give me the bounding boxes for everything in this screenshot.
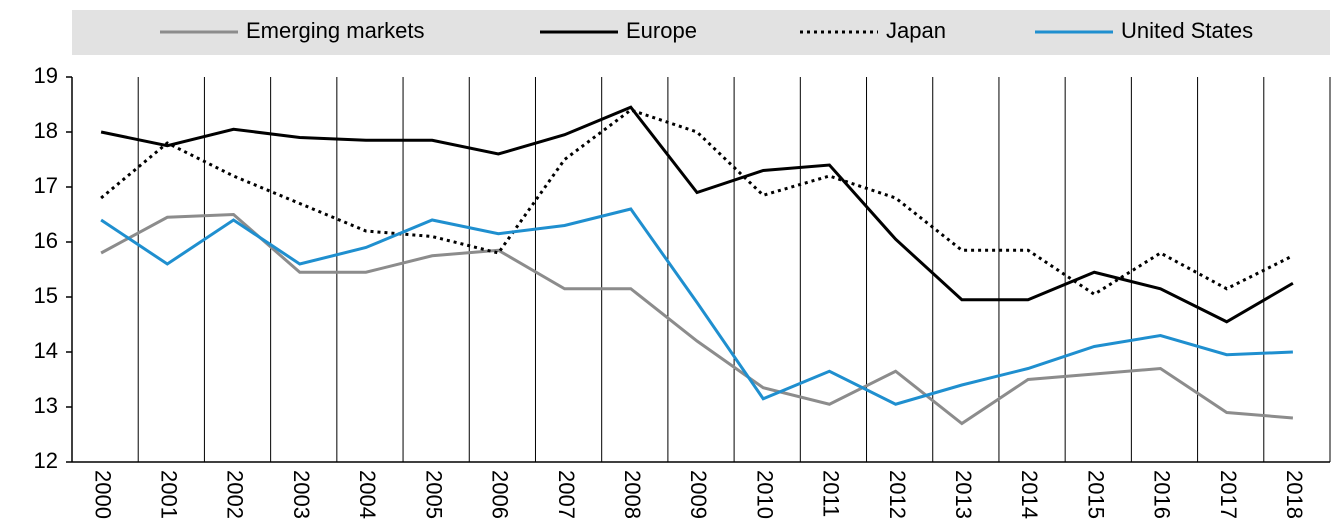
y-tick-label: 16 [34, 228, 58, 253]
legend-label: United States [1121, 18, 1253, 43]
x-tick-label: 2005 [421, 470, 446, 519]
x-tick-label: 2007 [554, 470, 579, 519]
x-tick-label: 2010 [752, 470, 777, 519]
x-tick-label: 2015 [1083, 470, 1108, 519]
legend-label: Europe [626, 18, 697, 43]
x-tick-label: 2004 [355, 470, 380, 519]
x-tick-label: 2002 [223, 470, 248, 519]
y-tick-label: 17 [34, 173, 58, 198]
legend-label: Emerging markets [246, 18, 425, 43]
x-tick-label: 2001 [157, 470, 182, 519]
x-tick-label: 2003 [289, 470, 314, 519]
x-tick-label: 2014 [1017, 470, 1042, 519]
y-tick-label: 13 [34, 393, 58, 418]
y-tick-label: 12 [34, 448, 58, 473]
y-tick-label: 18 [34, 118, 58, 143]
x-tick-label: 2016 [1150, 470, 1175, 519]
x-tick-label: 2018 [1282, 470, 1307, 519]
x-tick-label: 2012 [885, 470, 910, 519]
series-line [100, 105, 1294, 324]
legend-label: Japan [886, 18, 946, 43]
x-tick-label: 2011 [819, 470, 844, 517]
x-tick-label: 2009 [686, 470, 711, 519]
legend-box [72, 10, 1330, 55]
x-tick-label: 2008 [620, 470, 645, 519]
x-tick-label: 2000 [90, 470, 115, 519]
y-tick-label: 15 [34, 283, 58, 308]
y-tick-label: 19 [34, 63, 58, 88]
y-tick-label: 14 [34, 338, 58, 363]
x-tick-label: 2006 [488, 470, 513, 519]
series-line [100, 207, 1293, 406]
series-line [100, 108, 1294, 297]
x-tick-label: 2017 [1216, 470, 1241, 519]
x-tick-label: 2013 [951, 470, 976, 519]
series-line [100, 212, 1294, 426]
